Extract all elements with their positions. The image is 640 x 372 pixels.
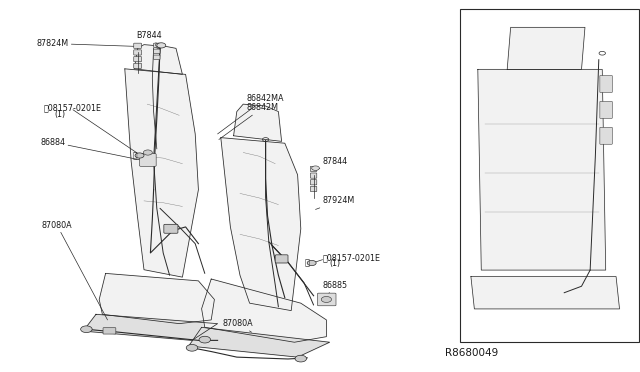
Text: 86842M: 86842M (219, 103, 278, 140)
Circle shape (295, 355, 307, 362)
Circle shape (312, 166, 319, 170)
Text: 87924M: 87924M (316, 196, 355, 209)
FancyBboxPatch shape (310, 173, 317, 178)
Circle shape (143, 150, 152, 155)
Text: 86884: 86884 (40, 138, 146, 161)
Text: ⒱: ⒱ (305, 259, 310, 267)
Circle shape (157, 43, 166, 48)
FancyBboxPatch shape (600, 102, 612, 118)
Polygon shape (221, 138, 301, 311)
Polygon shape (234, 104, 282, 141)
Text: B7844: B7844 (136, 31, 162, 46)
Text: (1): (1) (54, 110, 65, 119)
FancyBboxPatch shape (310, 180, 317, 185)
Polygon shape (83, 314, 218, 340)
FancyBboxPatch shape (310, 166, 317, 171)
Text: 86885: 86885 (323, 281, 348, 301)
Polygon shape (189, 327, 330, 357)
Circle shape (321, 296, 332, 302)
Circle shape (156, 43, 162, 47)
FancyBboxPatch shape (134, 57, 141, 62)
FancyBboxPatch shape (317, 293, 336, 306)
FancyBboxPatch shape (103, 328, 116, 334)
Polygon shape (471, 276, 620, 309)
FancyBboxPatch shape (154, 43, 160, 48)
Text: ⒱08157-0201E: ⒱08157-0201E (44, 103, 102, 112)
Polygon shape (99, 273, 214, 324)
FancyBboxPatch shape (310, 186, 317, 192)
FancyBboxPatch shape (164, 224, 178, 233)
Text: (1): (1) (329, 259, 340, 268)
Circle shape (186, 344, 198, 351)
FancyBboxPatch shape (154, 49, 160, 54)
Polygon shape (478, 70, 605, 270)
FancyBboxPatch shape (600, 76, 612, 92)
Text: 87844: 87844 (315, 157, 348, 170)
FancyBboxPatch shape (134, 63, 141, 68)
Polygon shape (202, 279, 326, 342)
FancyBboxPatch shape (134, 50, 141, 55)
Text: (BELT EXTENDER): (BELT EXTENDER) (468, 34, 536, 43)
FancyBboxPatch shape (134, 43, 141, 48)
Polygon shape (507, 27, 585, 70)
Circle shape (135, 153, 144, 158)
Text: ⒱08157-0201E: ⒱08157-0201E (323, 253, 381, 262)
Text: 86842MA: 86842MA (218, 94, 284, 134)
Text: 87080A: 87080A (223, 319, 253, 332)
Text: 87824M: 87824M (36, 39, 140, 48)
FancyBboxPatch shape (600, 127, 612, 144)
FancyBboxPatch shape (154, 55, 160, 60)
Text: ⒱: ⒱ (132, 151, 138, 160)
Circle shape (199, 336, 211, 343)
FancyBboxPatch shape (140, 154, 156, 166)
Circle shape (307, 260, 316, 266)
Text: 87080A: 87080A (42, 221, 108, 320)
Text: 86848P: 86848P (472, 20, 502, 29)
Bar (460, 9, 639, 342)
FancyBboxPatch shape (275, 255, 288, 263)
Text: R8680049: R8680049 (445, 348, 498, 358)
Polygon shape (134, 45, 182, 74)
Polygon shape (125, 69, 198, 277)
Circle shape (81, 326, 92, 333)
